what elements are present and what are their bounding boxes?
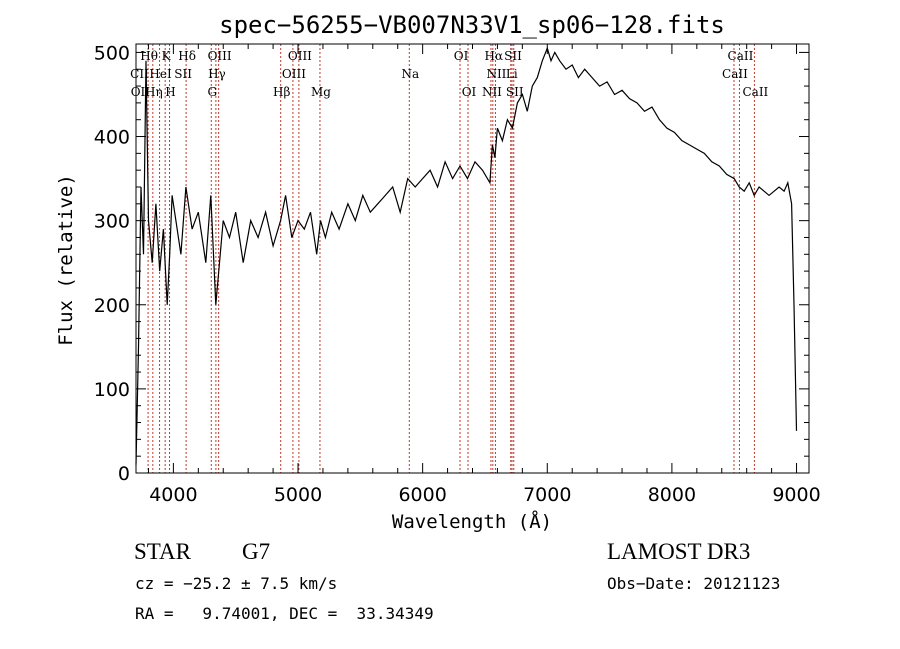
spectral-line-label: Na bbox=[401, 67, 419, 81]
spectral-line-label: Mg bbox=[311, 85, 331, 99]
spectrum-series-line bbox=[135, 46, 798, 465]
object-class: STAR bbox=[134, 539, 191, 564]
spectral-line-label: Hη bbox=[145, 85, 163, 99]
x-tick-label: 9000 bbox=[772, 484, 820, 506]
spectral-line-label: OI bbox=[462, 85, 477, 99]
object-subclass: G7 bbox=[242, 539, 271, 564]
spectral-line-label: Hγ bbox=[208, 67, 226, 81]
spectral-line-label: H bbox=[165, 85, 175, 99]
spectral-line-label: SII bbox=[174, 67, 192, 81]
spectral-line-label: CaII bbox=[742, 85, 768, 99]
y-tick-label: 0 bbox=[118, 463, 130, 485]
spectral-line-label: OIII bbox=[288, 49, 312, 63]
x-tick-label: 6000 bbox=[398, 484, 446, 506]
observation-date: Obs−Date: 20121123 bbox=[607, 574, 781, 593]
spectral-line-label: K bbox=[162, 49, 172, 63]
y-axis-label: Flux (relative) bbox=[55, 174, 77, 346]
y-tick-label: 200 bbox=[94, 295, 130, 317]
spectral-line-label: CII bbox=[130, 67, 149, 81]
y-tick-label: 100 bbox=[94, 379, 130, 401]
y-tick-label: 300 bbox=[94, 211, 130, 233]
spectral-line-label: HeI bbox=[149, 67, 172, 81]
y-tick-label: 400 bbox=[94, 127, 130, 149]
spectral-line-label: OIII bbox=[282, 67, 306, 81]
x-tick-label: 8000 bbox=[648, 484, 696, 506]
spectral-line-label: NII bbox=[482, 85, 502, 99]
spectral-line-label: NII bbox=[486, 67, 506, 81]
spectral-line-label: Hθ bbox=[140, 49, 158, 63]
redshift-cz: cz = −25.2 ± 7.5 km/s bbox=[135, 574, 338, 593]
spectral-line-label: SII bbox=[506, 85, 524, 99]
y-tick-label: 500 bbox=[94, 42, 130, 64]
spectral-line-label: CaII bbox=[728, 49, 754, 63]
spectral-line-label: G bbox=[207, 85, 217, 99]
spectral-line-label: OIII bbox=[208, 49, 232, 63]
spectral-line-label: SII bbox=[504, 49, 522, 63]
spectral-line-label: Li bbox=[506, 67, 518, 81]
x-tick-label: 4000 bbox=[149, 484, 197, 506]
x-tick-label: 7000 bbox=[523, 484, 571, 506]
spectral-line-label: Hδ bbox=[178, 49, 196, 63]
survey-name: LAMOST DR3 bbox=[607, 539, 751, 564]
spectral-line-label: Hα bbox=[485, 49, 504, 63]
chart-title: spec−56255−VB007N33V1_sp06−128.fits bbox=[219, 11, 725, 39]
spectral-line-label: CaII bbox=[722, 67, 748, 81]
spectral-line-label: Hβ bbox=[273, 85, 290, 99]
spectral-line-label: OI bbox=[454, 49, 469, 63]
ra-dec: RA = 9.74001, DEC = 33.34349 bbox=[135, 604, 434, 623]
plot-frame bbox=[135, 43, 810, 474]
x-tick-label: 5000 bbox=[274, 484, 322, 506]
x-axis-label: Wavelength (Å) bbox=[392, 510, 552, 533]
